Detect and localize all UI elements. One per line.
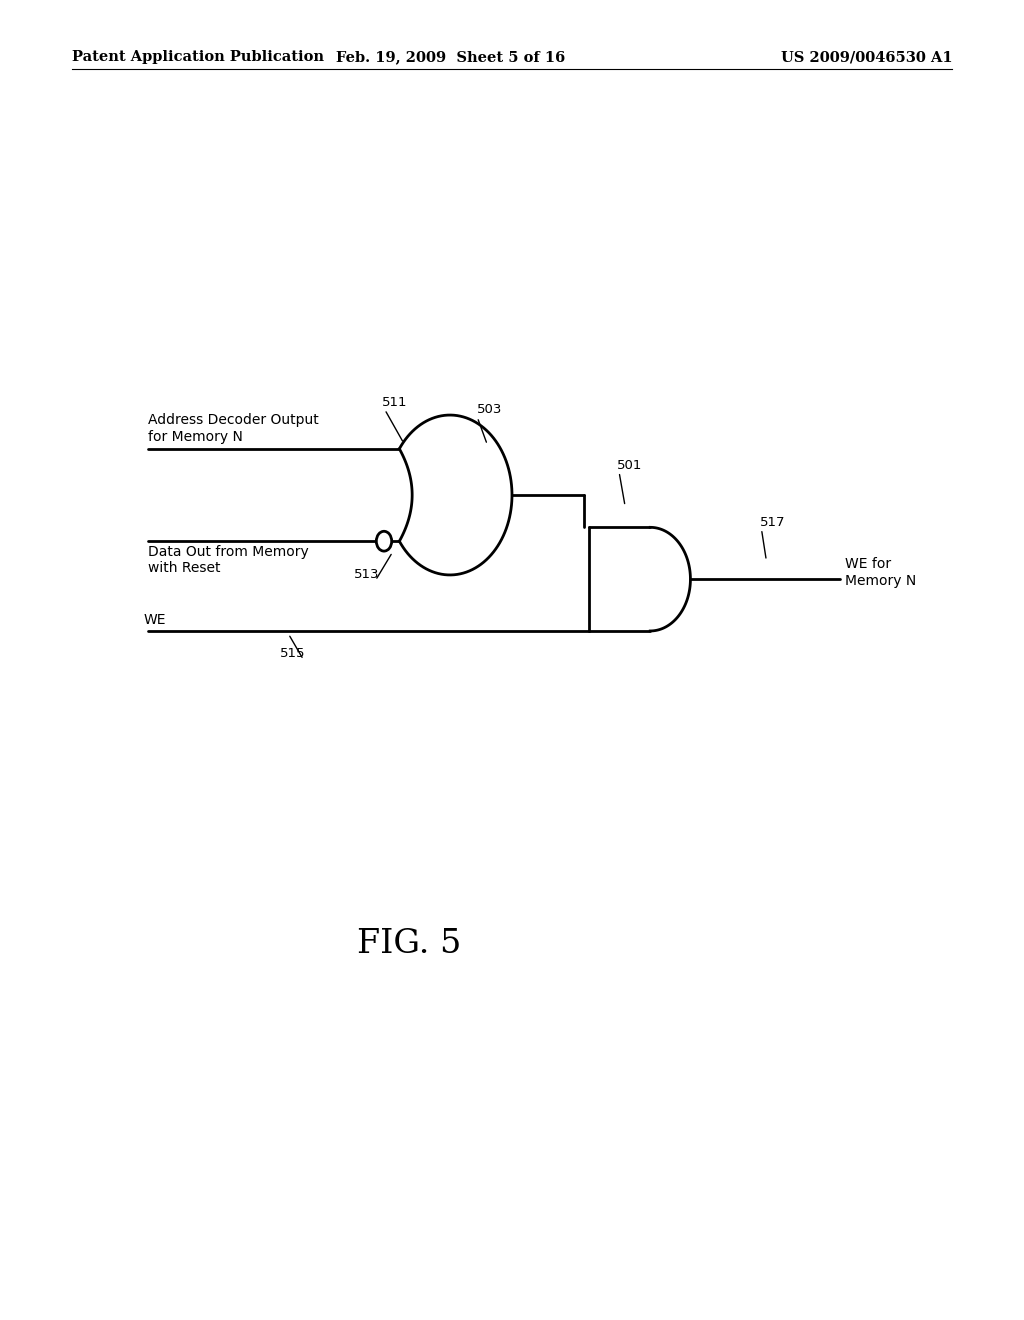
Text: 513: 513 xyxy=(354,568,379,581)
Text: 517: 517 xyxy=(761,516,785,529)
Text: FIG. 5: FIG. 5 xyxy=(357,928,462,960)
Text: 511: 511 xyxy=(382,396,407,409)
Text: Address Decoder Output
for Memory N: Address Decoder Output for Memory N xyxy=(148,413,319,444)
Text: Patent Application Publication: Patent Application Publication xyxy=(72,50,324,65)
Circle shape xyxy=(377,532,392,552)
Text: 501: 501 xyxy=(617,459,642,471)
Text: Feb. 19, 2009  Sheet 5 of 16: Feb. 19, 2009 Sheet 5 of 16 xyxy=(336,50,565,65)
Text: WE for
Memory N: WE for Memory N xyxy=(845,557,916,587)
Text: US 2009/0046530 A1: US 2009/0046530 A1 xyxy=(780,50,952,65)
Text: 503: 503 xyxy=(477,403,502,416)
Text: 515: 515 xyxy=(281,647,305,660)
Text: Data Out from Memory
with Reset: Data Out from Memory with Reset xyxy=(148,545,309,576)
Text: WE: WE xyxy=(143,612,166,627)
